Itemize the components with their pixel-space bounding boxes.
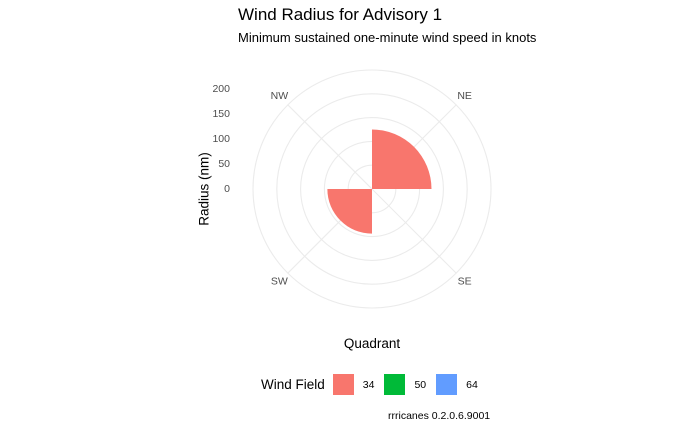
grid-ring-4 [276,93,468,285]
radius-tick-50: 50 [218,158,230,170]
caption: rrricanes 0.2.0.6.9001 [388,410,491,422]
quadrant-label-ne: NE [457,90,472,102]
chart-subtitle: Minimum sustained one-minute wind speed … [238,30,537,45]
quadrant-labels: NE SE SW NW [271,90,472,287]
chart-title: Wind Radius for Advisory 1 [238,5,443,24]
legend: Wind Field 34 50 64 [261,374,488,395]
quadrant-label-se: SE [458,275,472,287]
grid-spoke-se [371,188,457,274]
legend-label-64: 64 [466,378,478,391]
quadrant-label-sw: SW [271,275,288,287]
legend-label-50: 50 [414,378,427,391]
chart-wedges [327,129,432,234]
legend-item-50: 50 [384,374,426,395]
radius-tick-100: 100 [212,133,230,145]
wedge-34-sw [327,189,372,234]
radius-tick-0: 0 [224,183,230,195]
radius-tick-150: 150 [212,108,230,120]
grid-spoke-nw [287,104,373,190]
x-axis-label: Quadrant [344,336,401,351]
y-axis-label: Radius (nm) [197,152,212,226]
grid-ring-3 [300,117,444,261]
radius-tick-200: 200 [212,83,230,95]
legend-label-34: 34 [362,378,375,391]
grid-ring-5 [252,69,492,309]
wedge-34-ne [372,129,432,189]
legend-item-64: 64 [436,374,478,395]
radius-tick-labels: 0 50 100 150 200 [212,83,230,195]
legend-key-50 [384,374,406,395]
legend-key-34 [332,374,354,395]
legend-item-34: 34 [332,374,375,395]
legend-key-64 [436,374,458,395]
quadrant-label-nw: NW [271,90,289,102]
legend-title: Wind Field [261,377,325,392]
